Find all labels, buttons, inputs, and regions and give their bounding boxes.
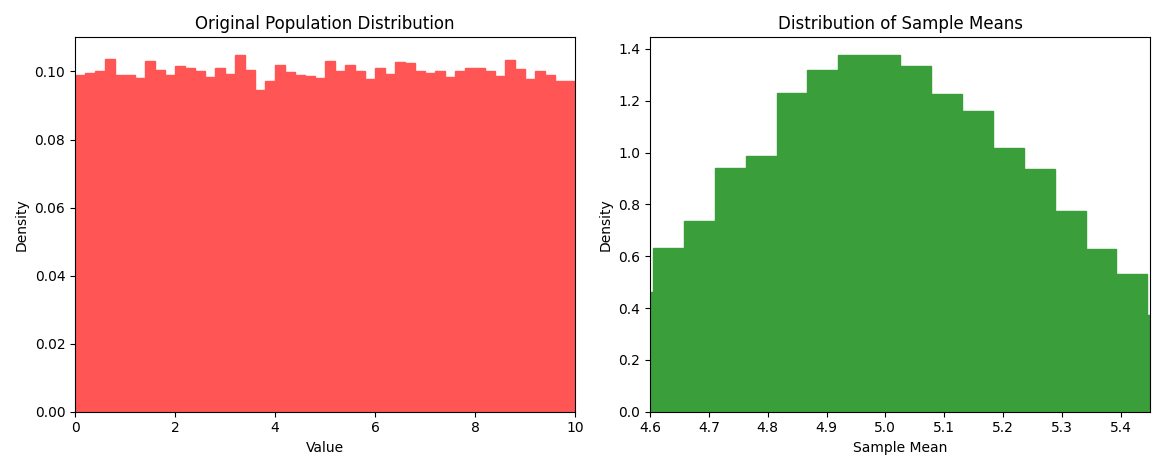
Bar: [375, 68, 384, 412]
Bar: [456, 71, 465, 412]
Bar: [1086, 250, 1116, 412]
Bar: [216, 68, 225, 412]
Bar: [445, 77, 456, 412]
Bar: [652, 249, 684, 412]
Bar: [467, 392, 499, 412]
Bar: [565, 81, 576, 412]
Bar: [499, 370, 529, 412]
Bar: [1024, 169, 1054, 412]
Y-axis label: Density: Density: [15, 198, 29, 251]
Bar: [175, 66, 185, 412]
Bar: [225, 74, 235, 412]
Bar: [425, 72, 435, 412]
Bar: [105, 59, 115, 412]
Bar: [529, 360, 560, 412]
Bar: [375, 408, 405, 412]
Bar: [315, 78, 325, 412]
Bar: [807, 70, 839, 412]
Bar: [515, 69, 525, 412]
Bar: [560, 330, 591, 412]
Bar: [931, 94, 962, 412]
Bar: [255, 89, 264, 412]
Bar: [746, 156, 777, 412]
Bar: [1148, 315, 1165, 412]
Bar: [684, 221, 715, 412]
Bar: [1054, 212, 1086, 412]
Bar: [75, 75, 85, 412]
Bar: [485, 71, 495, 412]
Bar: [85, 73, 96, 412]
Bar: [365, 79, 375, 412]
Bar: [325, 62, 336, 412]
Bar: [504, 60, 515, 412]
Bar: [235, 55, 245, 412]
Bar: [1116, 274, 1148, 412]
Bar: [165, 75, 175, 412]
Bar: [555, 81, 565, 412]
Bar: [475, 68, 485, 412]
Title: Original Population Distribution: Original Population Distribution: [196, 15, 454, 33]
Bar: [384, 74, 395, 412]
Bar: [336, 71, 345, 412]
Bar: [115, 75, 125, 412]
Bar: [777, 93, 807, 412]
Bar: [264, 81, 275, 412]
Bar: [313, 411, 344, 412]
Bar: [245, 70, 255, 412]
X-axis label: Sample Mean: Sample Mean: [853, 441, 947, 455]
Bar: [195, 71, 205, 412]
Bar: [155, 70, 165, 412]
Bar: [282, 411, 313, 412]
Bar: [525, 79, 535, 412]
Bar: [405, 63, 415, 412]
Bar: [344, 409, 375, 412]
Bar: [220, 411, 252, 412]
Bar: [622, 292, 652, 412]
Bar: [405, 404, 437, 412]
Bar: [535, 71, 545, 412]
Bar: [252, 410, 282, 412]
Bar: [125, 75, 135, 412]
Bar: [395, 63, 405, 412]
Bar: [839, 55, 869, 412]
Y-axis label: Density: Density: [599, 198, 613, 251]
Bar: [415, 70, 425, 412]
X-axis label: Value: Value: [306, 441, 344, 455]
Bar: [545, 75, 555, 412]
Bar: [435, 71, 445, 412]
Bar: [275, 65, 285, 412]
Bar: [355, 70, 365, 412]
Bar: [962, 111, 993, 412]
Bar: [437, 396, 467, 412]
Bar: [869, 55, 901, 412]
Bar: [205, 78, 216, 412]
Bar: [465, 68, 475, 412]
Bar: [285, 72, 295, 412]
Bar: [495, 77, 504, 412]
Bar: [144, 61, 155, 412]
Bar: [901, 66, 931, 412]
Bar: [345, 65, 355, 412]
Title: Distribution of Sample Means: Distribution of Sample Means: [777, 15, 1023, 33]
Bar: [715, 168, 746, 412]
Bar: [993, 148, 1024, 412]
Bar: [135, 78, 144, 412]
Bar: [96, 71, 105, 412]
Bar: [305, 76, 315, 412]
Bar: [185, 68, 195, 412]
Bar: [295, 75, 305, 412]
Bar: [591, 311, 622, 412]
